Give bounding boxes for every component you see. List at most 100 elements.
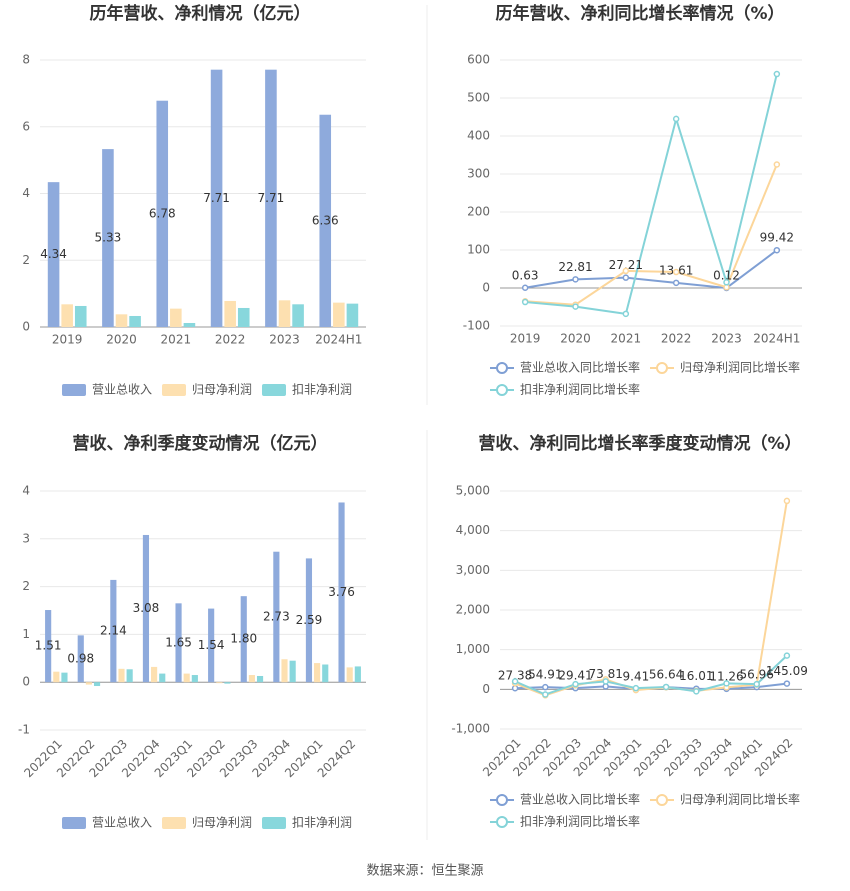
bar (102, 149, 114, 327)
bar (47, 182, 60, 327)
value-label: 2.59 (296, 613, 323, 627)
bar (208, 608, 215, 683)
value-label: 0.63 (512, 268, 539, 282)
point (783, 497, 791, 505)
line (525, 249, 778, 289)
point (723, 279, 730, 286)
value-label: 145.09 (766, 664, 808, 678)
point (622, 267, 630, 275)
bar (156, 100, 169, 327)
y-tick-label: -100 (463, 319, 490, 333)
legend-swatch (656, 362, 668, 374)
legend-swatch (262, 384, 286, 396)
bar (93, 682, 101, 687)
bar (224, 300, 236, 327)
bar (273, 551, 280, 683)
legend-swatch (656, 794, 668, 806)
point (511, 678, 519, 685)
value-label: 99.42 (760, 231, 794, 245)
line (525, 164, 778, 306)
chart-title: 营收、净利季度变动情况（亿元） (73, 433, 328, 454)
bar (314, 663, 321, 683)
line (525, 73, 778, 315)
bar (240, 596, 247, 683)
legend-label: 营业总收入 (92, 816, 152, 830)
line (514, 654, 788, 696)
point (672, 268, 680, 276)
point (662, 683, 670, 691)
point (783, 652, 791, 659)
bar (183, 322, 196, 327)
x-tick-label: 2019 (510, 332, 541, 346)
y-tick-label: 2 (22, 253, 30, 267)
bar (45, 610, 52, 683)
point (723, 680, 730, 687)
y-tick-label: 600 (467, 53, 490, 67)
value-label: 11.26 (709, 669, 743, 683)
bar (110, 579, 117, 683)
x-tick-label: 2022 (215, 333, 246, 347)
legend-label: 归母净利润 (192, 816, 252, 830)
bar (183, 673, 190, 683)
bar (61, 672, 68, 683)
value-label: 16.01 (679, 669, 713, 683)
x-tick-label: 2020 (560, 332, 591, 346)
value-label: 7.71 (258, 191, 285, 205)
bar (256, 675, 264, 683)
y-tick-label: 1,000 (456, 642, 490, 656)
point (672, 115, 680, 123)
y-tick-label: 3 (22, 531, 30, 545)
legend-label: 归母净利润同比增长率 (680, 360, 800, 375)
value-label: 27.21 (609, 258, 643, 272)
value-label: 4.34 (40, 247, 67, 261)
y-tick-label: 4 (22, 186, 30, 200)
point (622, 274, 630, 281)
legend-swatch (162, 384, 186, 396)
value-label: 3.76 (328, 585, 355, 599)
x-tick-label: 2024H1 (753, 332, 800, 346)
point (773, 70, 781, 78)
point (783, 680, 791, 687)
bar (126, 669, 133, 683)
value-label: 6.36 (312, 213, 339, 227)
bar (278, 300, 291, 327)
y-tick-label: 300 (467, 167, 490, 181)
value-label: 54.91 (528, 668, 562, 682)
bar (305, 558, 313, 683)
point (773, 161, 781, 168)
point (521, 284, 529, 292)
x-tick-label: 2020 (106, 333, 137, 347)
value-label: 0.12 (713, 268, 740, 282)
value-label: 6.78 (149, 206, 176, 220)
chart-title: 历年营收、净利同比增长率情况（%） (495, 3, 784, 24)
legend-swatch (62, 384, 86, 396)
point (632, 684, 640, 692)
point (602, 678, 609, 685)
y-tick-label: -1 (18, 723, 30, 737)
legend-swatch (496, 384, 508, 396)
bar (61, 304, 73, 327)
bar (354, 666, 361, 683)
y-tick-label: 200 (467, 205, 490, 219)
value-label: 56.96 (740, 668, 774, 682)
x-tick-label: 2019 (52, 333, 83, 347)
y-tick-label: 2 (22, 579, 30, 593)
bar (322, 664, 329, 683)
bar (85, 682, 92, 685)
bar (129, 315, 141, 327)
bar (191, 675, 198, 683)
bar (338, 502, 345, 683)
point (572, 276, 579, 283)
bar (289, 660, 296, 683)
point (773, 246, 781, 254)
y-tick-label: 2,000 (456, 603, 490, 617)
point (602, 683, 609, 690)
legend-swatch (496, 362, 508, 374)
legend-label: 营业总收入同比增长率 (520, 360, 640, 375)
y-tick-label: 0 (22, 320, 30, 334)
bar (224, 682, 231, 684)
bar (53, 671, 60, 683)
source: 数据来源：恒生聚源 (366, 864, 483, 879)
value-label: 3.08 (133, 601, 160, 615)
